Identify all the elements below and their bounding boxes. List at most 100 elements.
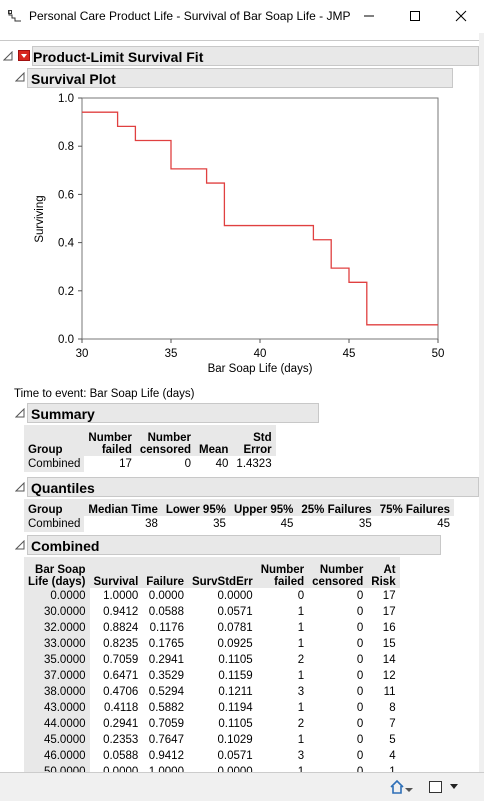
table-row: 35.0000 0.7059 0.2941 0.1105 2 0 14 <box>24 652 400 668</box>
table-cell: 16 <box>382 622 396 634</box>
table-cell: 0.7059 <box>148 718 184 730</box>
column-header[interactable]: Upper 95% <box>229 499 298 516</box>
table-cell: 0 <box>356 590 364 602</box>
column-header[interactable]: SurvStdErr <box>187 557 257 588</box>
disclosure-icon[interactable] <box>15 482 25 492</box>
summary-table: Group Number failed Number censored Mean Std Er… <box>24 425 276 472</box>
table-cell: 4 <box>389 750 396 762</box>
report-title[interactable]: Product-Limit Survival Fit <box>32 46 479 66</box>
column-header[interactable]: Std Error <box>232 425 276 456</box>
quantiles-title[interactable]: Quantiles <box>27 477 479 497</box>
red-triangle-menu-icon[interactable] <box>18 50 30 61</box>
table-cell: 32.0000 <box>24 620 90 636</box>
app-icon <box>8 10 21 22</box>
maximize-button[interactable] <box>392 0 438 32</box>
y-tick-label: 0.4 <box>58 238 75 250</box>
plot-title[interactable]: Survival Plot <box>27 68 453 88</box>
table-cell: 0 <box>356 622 364 634</box>
column-header[interactable]: Lower 95% <box>161 499 230 516</box>
view-icon[interactable] <box>428 779 444 795</box>
x-tick-label: 35 <box>165 348 178 360</box>
title-bar: Personal Care Product Life - Survival of… <box>0 0 484 33</box>
table-cell: 1.0000 <box>103 590 139 602</box>
table-cell: 0.5882 <box>148 702 184 714</box>
table-cell: 1 <box>297 638 305 650</box>
table-cell: 1 <box>297 670 305 682</box>
table-cell: 17 <box>119 458 132 470</box>
table-cell: 45 <box>437 518 451 530</box>
table-row: Combined 17 0 40 1.4323 <box>24 456 276 472</box>
column-header[interactable]: Survival <box>89 557 143 588</box>
combined-title[interactable]: Combined <box>27 535 441 555</box>
table-row: 43.0000 0.4118 0.5882 0.1194 1 0 8 <box>24 700 400 716</box>
table-cell: 45.0000 <box>24 732 90 748</box>
table-cell: 1.4323 <box>236 458 272 470</box>
scrollbar[interactable] <box>479 33 484 772</box>
header-row: Group Median Time Lower 95% Upper 95% 25% Fa… <box>24 499 455 516</box>
table-cell: 0 <box>356 638 364 650</box>
column-header[interactable]: 25% Failures <box>297 499 376 516</box>
table-cell: 0.4118 <box>103 702 139 714</box>
column-header[interactable]: 75% Failures <box>375 499 455 516</box>
column-header[interactable]: Failure <box>142 557 188 588</box>
table-cell: 1 <box>297 622 305 634</box>
table-cell: 0 <box>356 702 364 714</box>
disclosure-icon[interactable] <box>15 540 25 550</box>
column-header[interactable]: Group <box>24 425 85 456</box>
column-header[interactable]: At Risk <box>367 557 400 588</box>
table-cell: 0.0588 <box>103 750 139 762</box>
table-cell: 2 <box>297 654 305 666</box>
column-header[interactable]: Bar Soap Life (days) <box>24 557 90 588</box>
combined-table: Bar Soap Life (days) Survival Failure SurvSt… <box>24 557 400 780</box>
table-cell: 44.0000 <box>24 716 90 732</box>
table-row: 44.0000 0.2941 0.7059 0.1105 2 0 7 <box>24 716 400 732</box>
divider <box>0 40 482 41</box>
table-row: 37.0000 0.6471 0.3529 0.1159 1 0 12 <box>24 668 400 684</box>
table-row: 30.0000 0.9412 0.0588 0.0571 1 0 17 <box>24 604 400 620</box>
x-axis-label: Bar Soap Life (days) <box>208 363 313 375</box>
table-cell: 0 <box>356 686 364 698</box>
table-cell: 0.1194 <box>218 702 253 714</box>
table-cell: 0.5294 <box>148 686 184 698</box>
table-cell: 11 <box>383 686 396 698</box>
table-cell: 30.0000 <box>24 604 90 620</box>
column-header[interactable]: Number failed <box>84 425 136 456</box>
table-cell: 0 <box>356 670 364 682</box>
y-tick-label: 0.2 <box>58 286 74 298</box>
x-tick-label: 50 <box>432 348 445 360</box>
disclosure-icon[interactable] <box>15 72 25 82</box>
table-cell: 0 <box>356 606 364 618</box>
summary-title[interactable]: Summary <box>27 403 319 423</box>
table-cell: 0 <box>356 718 364 730</box>
column-header[interactable]: Mean <box>195 425 233 456</box>
dropdown-icon[interactable] <box>404 785 414 795</box>
table-cell: 15 <box>382 638 396 650</box>
column-header[interactable]: Number censored <box>135 425 196 456</box>
column-header[interactable]: Number failed <box>256 557 309 588</box>
y-tick-label: 0.0 <box>58 334 74 346</box>
disclosure-icon[interactable] <box>3 51 13 61</box>
table-cell: 33.0000 <box>24 636 90 652</box>
table-cell: 8 <box>389 702 396 714</box>
y-tick-label: 1.0 <box>58 93 74 105</box>
table-cell: 0.1029 <box>217 734 253 746</box>
home-icon[interactable] <box>389 779 405 795</box>
survival-plot: 0.00.20.40.60.81.0 30 35 40 45 50 Surviving … <box>34 93 445 375</box>
x-tick-label: 45 <box>343 348 356 360</box>
table-cell: 0.0571 <box>217 606 253 618</box>
column-header[interactable]: Median Time <box>84 499 162 516</box>
table-row: 33.0000 0.8235 0.1765 0.0925 1 0 15 <box>24 636 400 652</box>
table-cell: 12 <box>382 670 396 682</box>
column-header[interactable]: Number censored <box>308 557 368 588</box>
table-cell: 43.0000 <box>24 700 90 716</box>
table-row: 32.0000 0.8824 0.1176 0.0781 1 0 16 <box>24 620 400 636</box>
disclosure-icon[interactable] <box>15 408 25 418</box>
table-cell: 0.2941 <box>148 654 184 666</box>
close-button[interactable] <box>438 0 484 32</box>
dropdown-icon[interactable] <box>449 782 459 792</box>
table-row: Combined 38 35 45 35 45 <box>24 516 454 532</box>
table-cell: 3 <box>297 686 305 698</box>
column-header[interactable]: Group <box>24 499 85 516</box>
table-cell: 0.0000 <box>217 590 253 602</box>
minimize-button[interactable] <box>346 0 392 32</box>
